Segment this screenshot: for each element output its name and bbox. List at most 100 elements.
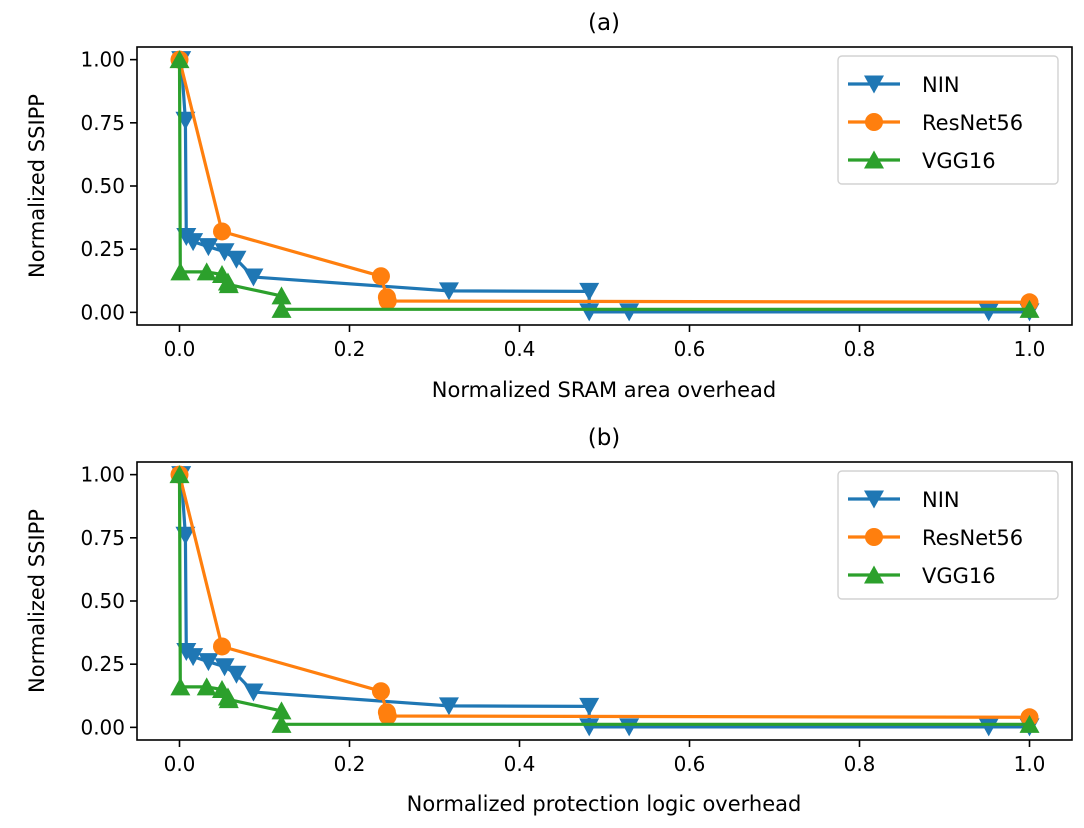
data-point-nin <box>243 683 264 702</box>
legend-label: VGG16 <box>922 564 996 588</box>
legend-item-resnet56: ResNet56 <box>848 111 1023 135</box>
series-line-resnet56 <box>177 474 1030 719</box>
x-tick-label: 0.0 <box>164 752 196 776</box>
data-point-vgg16 <box>271 286 292 305</box>
data-point-vgg16 <box>196 262 217 281</box>
data-point-vgg16 <box>1019 714 1040 733</box>
data-point-nin <box>438 282 459 301</box>
data-point-nin <box>214 243 235 262</box>
data-point-nin <box>183 233 204 252</box>
x-ticks: 0.0 0.2 0.4 0.6 0.8 1.0 <box>164 740 1046 776</box>
legend-item-vgg16: VGG16 <box>848 149 996 173</box>
series-layer <box>169 465 1040 737</box>
data-point-vgg16 <box>170 262 191 281</box>
legend-marker-vgg16-icon <box>864 150 884 169</box>
y-axis-label: Normalized SSIPP <box>25 509 49 693</box>
data-point-vgg16 <box>169 465 190 484</box>
subplot-a: (a) Normalized SRAM area overhead Normal… <box>25 10 1073 402</box>
data-point-resnet56 <box>213 222 231 241</box>
legend-label: NIN <box>922 73 960 97</box>
legend-marker-resnet56-icon <box>865 113 883 131</box>
data-point-nin <box>579 282 600 301</box>
legend-label: ResNet56 <box>922 111 1023 135</box>
y-tick-label: 0.50 <box>80 589 125 613</box>
legend-item-nin: NIN <box>848 488 960 512</box>
data-point-vgg16 <box>271 299 292 318</box>
y-tick-label: 0.75 <box>80 526 125 550</box>
series-layer <box>169 50 1040 322</box>
data-point-resnet56 <box>378 706 397 725</box>
data-point-nin <box>198 238 219 257</box>
legend: NIN ResNet56 VGG16 <box>837 55 1059 185</box>
x-tick-label: 0.4 <box>504 337 536 361</box>
x-tick-label: 1.0 <box>1014 337 1046 361</box>
x-axis-label: Normalized SRAM area overhead <box>432 378 776 402</box>
y-axis-label: Normalized SSIPP <box>25 94 49 278</box>
data-point-vgg16 <box>271 701 292 720</box>
series-vgg16 <box>169 50 1040 318</box>
legend-item-vgg16: VGG16 <box>848 564 996 588</box>
y-ticks: 0.00 0.25 0.50 0.75 1.00 <box>80 463 137 739</box>
legend-item-resnet56: ResNet56 <box>848 526 1023 550</box>
chart-title: (a) <box>588 10 620 36</box>
subplot-b: (b) Normalized protection logic overhead… <box>25 425 1073 816</box>
legend-marker-resnet56-icon <box>865 528 883 546</box>
legend-marker-vgg16-icon <box>864 565 884 584</box>
y-tick-label: 1.00 <box>80 48 125 72</box>
x-tick-label: 0.8 <box>844 337 876 361</box>
data-point-vgg16 <box>218 690 239 709</box>
series-resnet56 <box>170 50 1039 312</box>
legend-box <box>837 55 1059 185</box>
series-line-resnet56 <box>177 59 1030 304</box>
y-tick-label: 0.50 <box>80 174 125 198</box>
x-axis-label: Normalized protection logic overhead <box>407 792 802 816</box>
plot-frame <box>136 461 1073 741</box>
data-point-nin <box>183 648 204 667</box>
data-point-nin <box>198 653 219 672</box>
x-tick-label: 0.8 <box>844 752 876 776</box>
data-point-nin <box>214 658 235 677</box>
x-tick-label: 0.2 <box>334 337 366 361</box>
y-tick-label: 0.25 <box>80 652 125 676</box>
legend-label: VGG16 <box>922 149 996 173</box>
legend: NIN ResNet56 VGG16 <box>837 470 1059 600</box>
legend-label: NIN <box>922 488 960 512</box>
legend-box <box>837 470 1059 600</box>
plot-frame <box>136 46 1073 326</box>
y-tick-label: 0.00 <box>80 300 125 324</box>
data-point-vgg16 <box>196 677 217 696</box>
y-ticks: 0.00 0.25 0.50 0.75 1.00 <box>80 48 137 324</box>
data-point-resnet56 <box>371 267 390 286</box>
data-point-resnet56 <box>378 291 397 310</box>
data-point-resnet56 <box>371 682 390 701</box>
y-tick-label: 0.00 <box>80 715 125 739</box>
data-point-nin <box>226 250 247 269</box>
x-tick-label: 0.2 <box>334 752 366 776</box>
legend-label: ResNet56 <box>922 526 1023 550</box>
data-point-nin <box>226 665 247 684</box>
x-ticks: 0.0 0.2 0.4 0.6 0.8 1.0 <box>164 325 1046 361</box>
x-tick-label: 1.0 <box>1014 752 1046 776</box>
data-point-vgg16 <box>170 677 191 696</box>
data-point-resnet56 <box>213 637 231 656</box>
x-tick-label: 0.0 <box>164 337 196 361</box>
data-point-nin <box>243 268 264 287</box>
x-tick-label: 0.6 <box>674 752 706 776</box>
legend-item-nin: NIN <box>848 73 960 97</box>
legend-marker-nin-icon <box>864 75 884 94</box>
x-tick-label: 0.6 <box>674 337 706 361</box>
y-tick-label: 0.75 <box>80 111 125 135</box>
y-tick-label: 0.25 <box>80 237 125 261</box>
data-point-vgg16 <box>271 714 292 733</box>
data-point-vgg16 <box>169 50 190 69</box>
data-point-nin <box>579 697 600 716</box>
data-point-vgg16 <box>1019 299 1040 318</box>
x-tick-label: 0.4 <box>504 752 536 776</box>
chart-title: (b) <box>588 425 621 451</box>
legend-marker-nin-icon <box>864 490 884 509</box>
series-vgg16 <box>169 465 1040 733</box>
data-point-nin <box>438 697 459 716</box>
y-tick-label: 1.00 <box>80 463 125 487</box>
